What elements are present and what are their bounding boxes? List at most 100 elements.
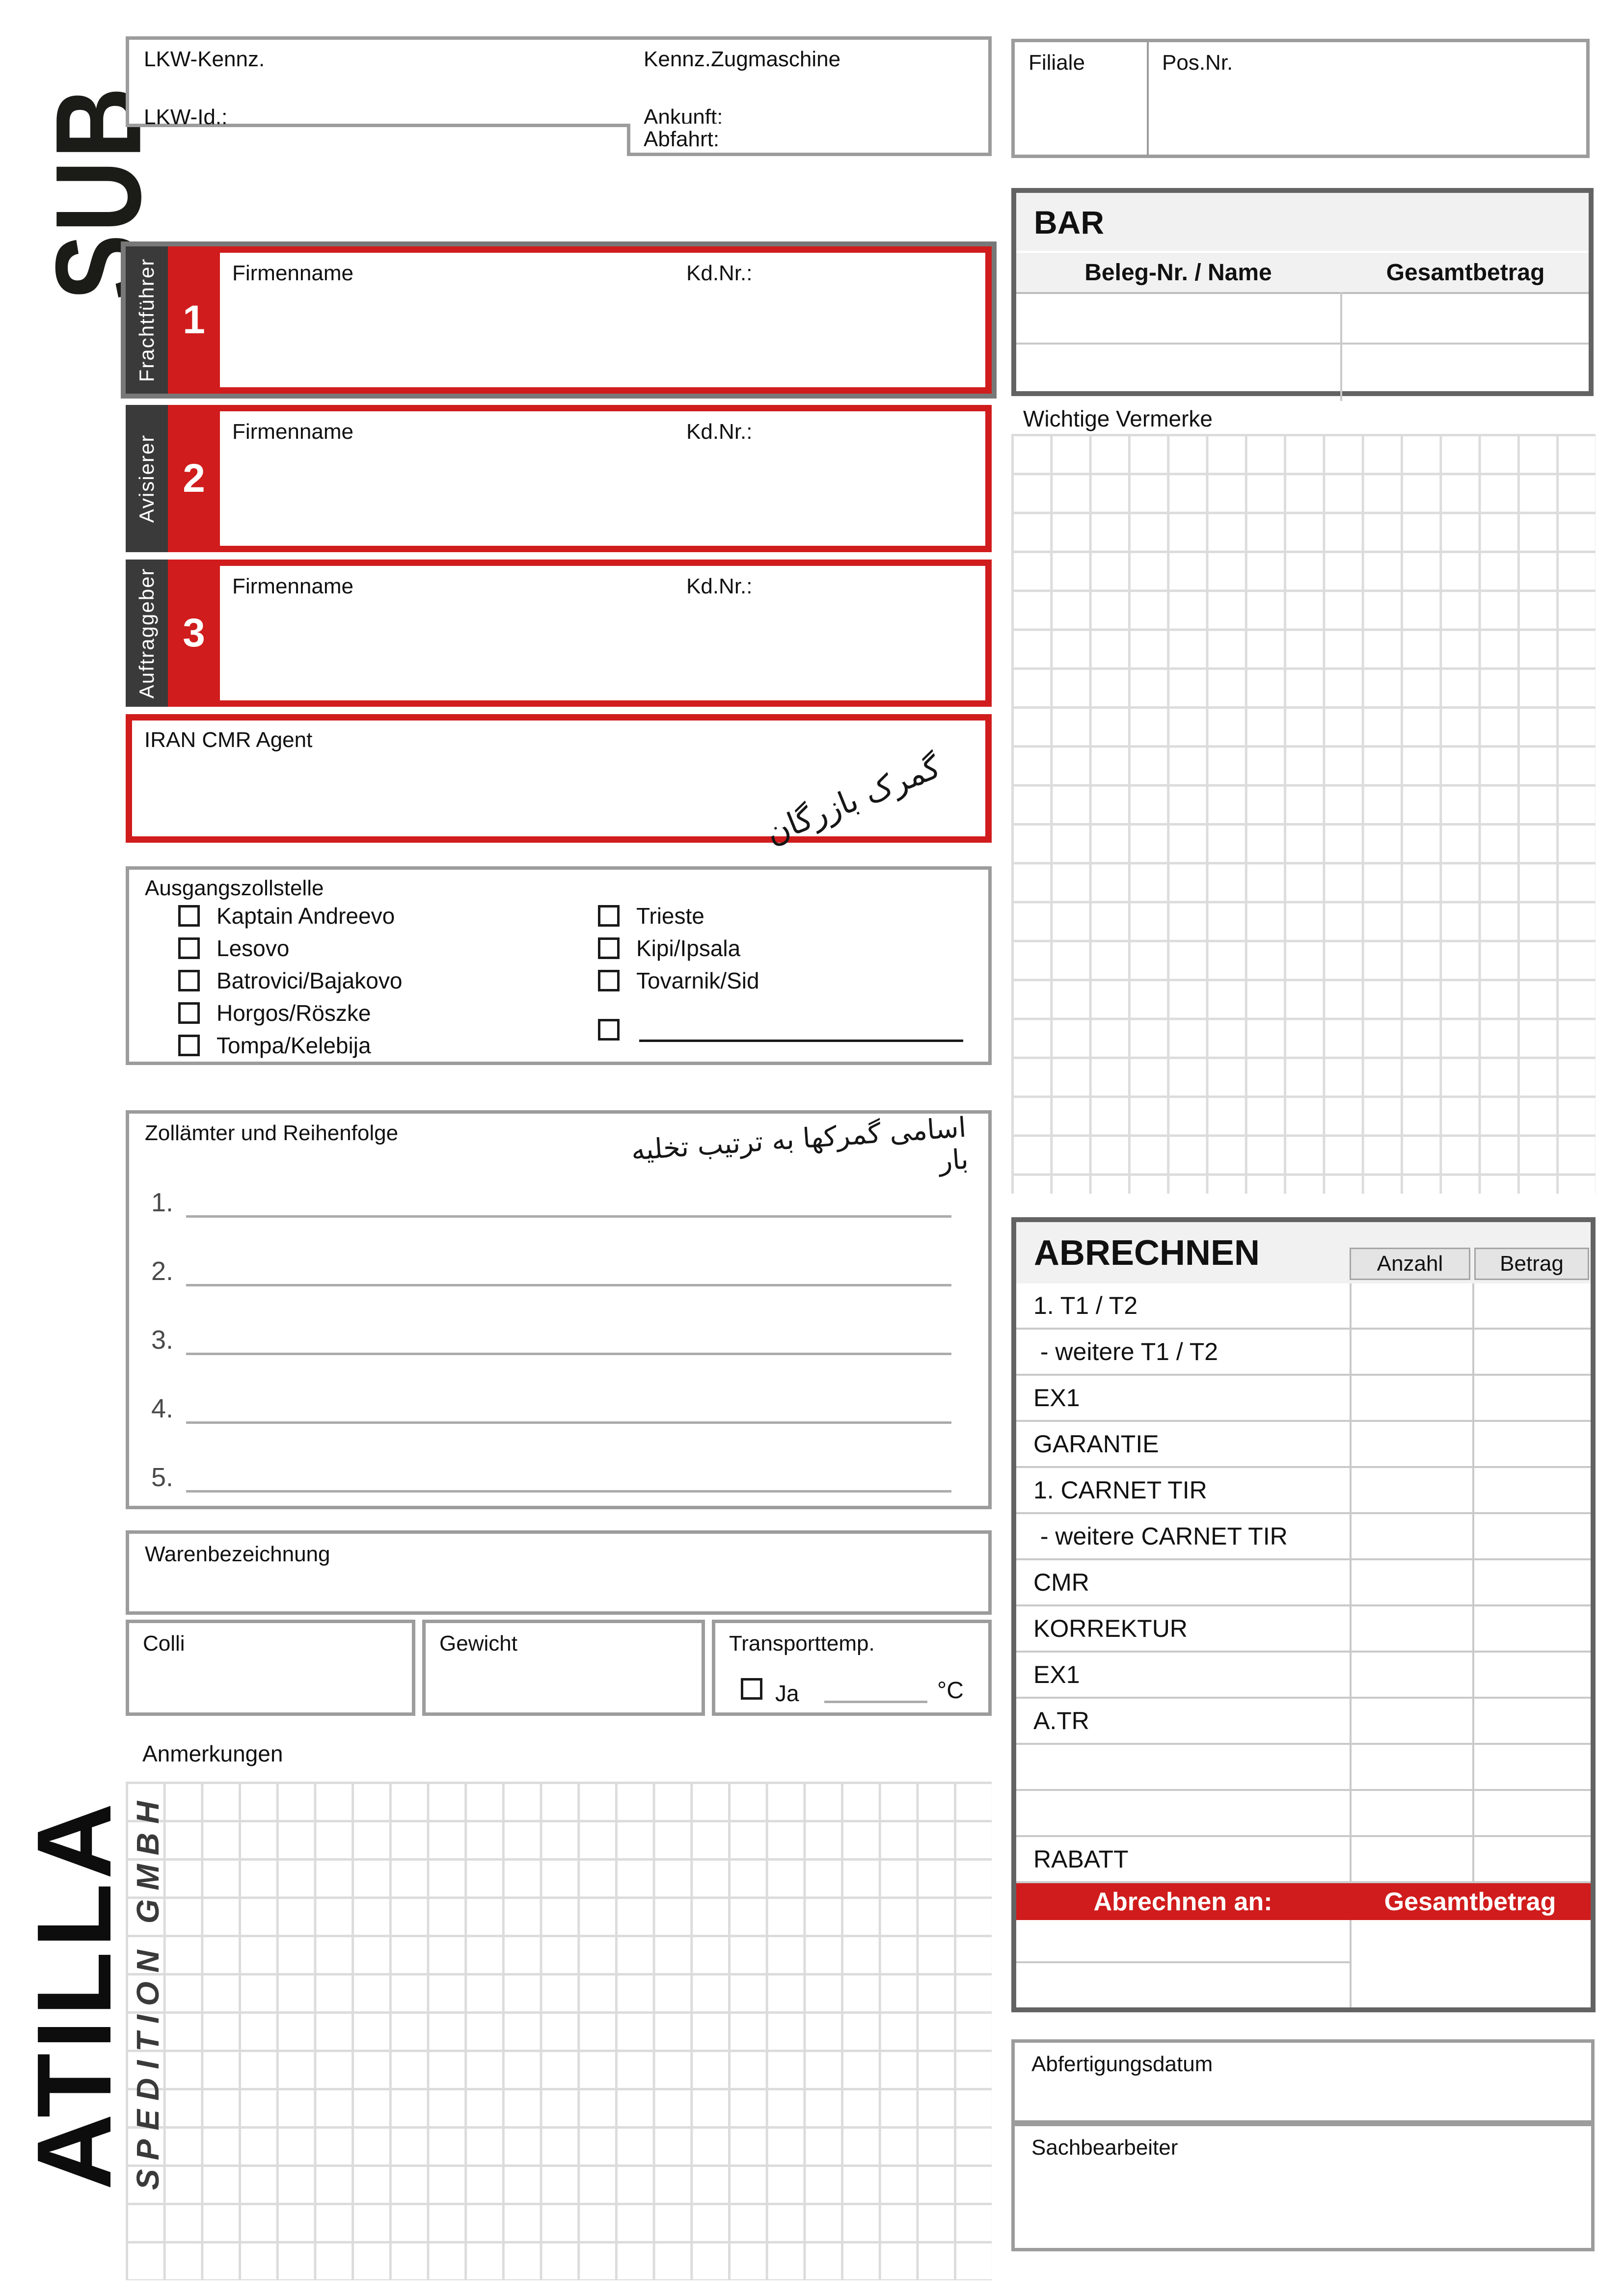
frachtfuehrer-number: 1	[183, 297, 205, 342]
bar-betrag-cell[interactable]	[1340, 292, 1589, 343]
iran-cmr-input-area[interactable]: IRAN CMR Agent گمرک بازرگان	[132, 721, 985, 852]
gewicht-box[interactable]: Gewicht	[422, 1620, 705, 1716]
zollstelle-checkbox-right-2[interactable]	[598, 970, 620, 991]
abrechnen-betrag-cell[interactable]	[1472, 1653, 1591, 1697]
colli-box[interactable]: Colli	[126, 1620, 415, 1716]
bar-beleg-cell[interactable]	[1016, 345, 1340, 401]
abrechnen-footer-bar: Abrechnen an: Gesamtbetrag	[1016, 1883, 1591, 1920]
frachtfuehrer-input-area[interactable]: Firmenname Kd.Nr.:	[220, 253, 985, 387]
abrechnen-anzahl-cell[interactable]	[1350, 1330, 1472, 1374]
abrechnen-anzahl-cell[interactable]	[1350, 1699, 1472, 1743]
bar-row	[1016, 292, 1589, 345]
vermerke-grid[interactable]	[1011, 434, 1596, 1194]
abrechnen-an-cell-2[interactable]	[1016, 1963, 1350, 2007]
abrechnen-anzahl-cell[interactable]	[1350, 1745, 1472, 1789]
kdnr-label: Kd.Nr.:	[686, 574, 753, 598]
abrechnen-anzahl-cell[interactable]	[1350, 1514, 1472, 1558]
zollamt-blank-line[interactable]	[186, 1256, 951, 1286]
gewicht-label: Gewicht	[439, 1631, 517, 1655]
lkw-kennz-label: LKW-Kennz.	[144, 47, 265, 71]
abrechnen-row-label: CMR	[1033, 1569, 1089, 1596]
zollstelle-option-label: Kipi/Ipsala	[636, 935, 741, 961]
bar-title: BAR	[1034, 204, 1104, 240]
zollstelle-checkbox-right-0[interactable]	[598, 905, 620, 927]
zollaemter-title: Zollämter und Reihenfolge	[145, 1121, 399, 1145]
abrechnen-row-label: 1. T1 / T2	[1033, 1292, 1138, 1319]
zollamt-blank-line[interactable]	[186, 1394, 951, 1424]
abrechnen-anzahl-cell[interactable]	[1350, 1283, 1472, 1328]
abrechnen-betrag-cell[interactable]	[1472, 1837, 1591, 1881]
bar-beleg-cell[interactable]	[1016, 292, 1340, 343]
betrag-column-header: Betrag	[1474, 1248, 1589, 1280]
zollstelle-other-checkbox[interactable]	[598, 1019, 620, 1041]
abrechnen-betrag-cell[interactable]	[1472, 1745, 1591, 1789]
temp-blank-line[interactable]	[824, 1701, 927, 1703]
abrechnen-anzahl-cell[interactable]	[1350, 1791, 1472, 1835]
zollamt-line-row: 3.	[151, 1324, 951, 1355]
bar-betrag-cell[interactable]	[1340, 345, 1589, 401]
filiale-posnr-box[interactable]: Filiale Pos.Nr.	[1011, 39, 1590, 158]
zollstelle-other-row	[598, 1017, 963, 1042]
lkw-id-label: LKW-Id.:	[144, 105, 228, 129]
party-block-auftraggeber: Auftraggeber 3 Firmenname Kd.Nr.:	[126, 560, 992, 707]
abrechnen-anzahl-cell[interactable]	[1350, 1606, 1472, 1651]
abrechnen-row-label: A.TR	[1033, 1707, 1089, 1735]
abrechnen-betrag-cell[interactable]	[1472, 1514, 1591, 1558]
warenbezeichnung-box[interactable]: Warenbezeichnung	[126, 1530, 992, 1615]
truck-info-box[interactable]: LKW-Kennz. Kennz.Zugmaschine LKW-Id.: An…	[126, 36, 992, 129]
sachbearbeiter-box[interactable]: Sachbearbeiter	[1011, 2123, 1595, 2251]
zollstelle-checkbox-left-3[interactable]	[178, 1002, 200, 1024]
zollamt-blank-line[interactable]	[186, 1325, 951, 1355]
zollstelle-checkbox-left-1[interactable]	[178, 937, 200, 959]
transporttemp-box: Transporttemp. Ja °C	[712, 1620, 992, 1716]
auftraggeber-number: 3	[183, 611, 205, 655]
transporttemp-label: Transporttemp.	[729, 1631, 875, 1655]
zollstelle-checkbox-left-2[interactable]	[178, 970, 200, 991]
zollstelle-checkbox-right-1[interactable]	[598, 937, 620, 959]
avisierer-input-area[interactable]: Firmenname Kd.Nr.:	[220, 411, 985, 546]
zollstelle-option-row: Lesovo	[178, 935, 289, 961]
abrechnen-betrag-cell[interactable]	[1472, 1791, 1591, 1835]
kdnr-label: Kd.Nr.:	[686, 261, 753, 285]
abrechnen-row-label: EX1	[1033, 1661, 1080, 1688]
warenbezeichnung-title: Warenbezeichnung	[145, 1542, 330, 1566]
abrechnen-betrag-cell[interactable]	[1472, 1422, 1591, 1466]
abfertigungsdatum-box[interactable]: Abfertigungsdatum	[1011, 2039, 1595, 2124]
ja-label: Ja	[775, 1681, 799, 1706]
gesamtbetrag-value-cell[interactable]	[1350, 1920, 1591, 2007]
abrechnen-an-cell-1[interactable]	[1016, 1920, 1350, 1963]
abrechnen-anzahl-cell[interactable]	[1350, 1468, 1472, 1512]
abrechnen-betrag-cell[interactable]	[1472, 1560, 1591, 1604]
zollamt-blank-line[interactable]	[186, 1463, 951, 1493]
zollamt-line-row: 1.	[151, 1186, 951, 1218]
abrechnen-betrag-cell[interactable]	[1472, 1376, 1591, 1420]
abrechnen-betrag-cell[interactable]	[1472, 1283, 1591, 1328]
abrechnen-anzahl-cell[interactable]	[1350, 1422, 1472, 1466]
abrechnen-row: - weitere CARNET TIR	[1016, 1514, 1591, 1560]
auftraggeber-role-label: Auftraggeber	[135, 567, 158, 699]
abrechnen-anzahl-cell[interactable]	[1350, 1653, 1472, 1697]
zollstelle-option-row: Horgos/Röszke	[178, 1000, 371, 1026]
abrechnen-anzahl-cell[interactable]	[1350, 1560, 1472, 1604]
iran-cmr-agent-label: IRAN CMR Agent	[144, 728, 313, 752]
abrechnen-betrag-cell[interactable]	[1472, 1699, 1591, 1743]
abrechnen-betrag-cell[interactable]	[1472, 1330, 1591, 1374]
zollstelle-other-blank-line[interactable]	[639, 1018, 963, 1042]
abrechnen-row-label: - weitere T1 / T2	[1033, 1338, 1218, 1365]
transporttemp-ja-checkbox[interactable]	[741, 1678, 762, 1700]
party-block-frachtfuehrer: Frachtführer 1 Firmenname Kd.Nr.:	[121, 241, 997, 399]
abrechnen-betrag-cell[interactable]	[1472, 1468, 1591, 1512]
zollstelle-option-row: Tovarnik/Sid	[598, 968, 759, 993]
zollstelle-checkbox-left-0[interactable]	[178, 905, 200, 927]
auftraggeber-input-area[interactable]: Firmenname Kd.Nr.:	[220, 566, 985, 700]
anmerkungen-grid[interactable]	[126, 1782, 992, 2280]
abrechnen-anzahl-cell[interactable]	[1350, 1837, 1472, 1881]
abrechnen-row-label: EX1	[1033, 1384, 1080, 1412]
bar-col-beleg: Beleg-Nr. / Name	[1084, 259, 1272, 286]
abrechnen-anzahl-cell[interactable]	[1350, 1376, 1472, 1420]
zollamt-blank-line[interactable]	[186, 1188, 951, 1218]
zollstelle-checkbox-left-4[interactable]	[178, 1035, 200, 1056]
abfahrt-box[interactable]: Abfahrt:	[627, 124, 992, 156]
abfertigungsdatum-label: Abfertigungsdatum	[1031, 2052, 1213, 2076]
abrechnen-betrag-cell[interactable]	[1472, 1606, 1591, 1651]
